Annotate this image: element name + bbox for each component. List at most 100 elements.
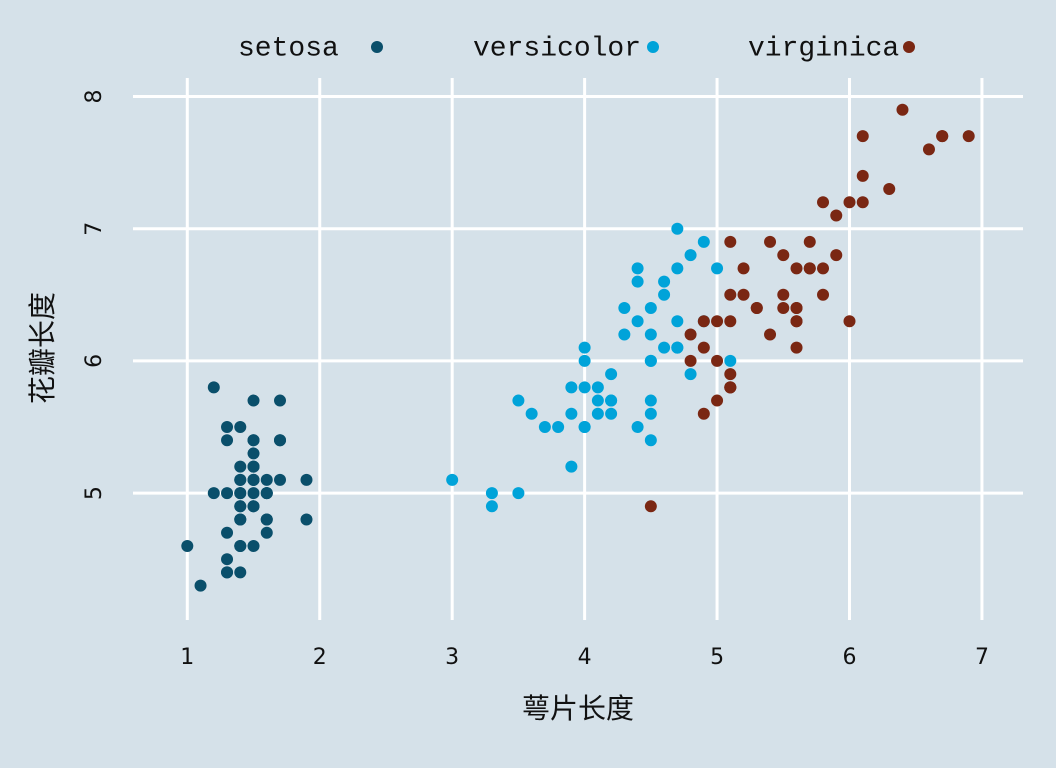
- point: [684, 249, 697, 262]
- point: [618, 328, 631, 341]
- y-tick-label: 6: [82, 354, 107, 368]
- point: [538, 420, 551, 433]
- point: [578, 341, 591, 354]
- point: [936, 130, 949, 143]
- point: [697, 407, 710, 420]
- point: [724, 381, 737, 394]
- point: [578, 381, 591, 394]
- point: [658, 341, 671, 354]
- point: [181, 539, 194, 552]
- legend: setosa versicolor virginica: [238, 33, 915, 64]
- point: [843, 315, 856, 328]
- point: [830, 209, 843, 222]
- x-tick-label: 7: [975, 645, 989, 670]
- point: [658, 275, 671, 288]
- point: [234, 420, 247, 433]
- point: [724, 288, 737, 301]
- point: [512, 487, 525, 500]
- point: [817, 196, 830, 209]
- point: [777, 288, 790, 301]
- point: [962, 130, 975, 143]
- x-tick-label: 2: [313, 645, 327, 670]
- point: [578, 354, 591, 367]
- point: [565, 407, 578, 420]
- point: [843, 196, 856, 209]
- point: [247, 434, 260, 447]
- point: [684, 368, 697, 381]
- point: [234, 500, 247, 513]
- point: [684, 354, 697, 367]
- point: [605, 394, 618, 407]
- x-tick-label: 3: [445, 645, 459, 670]
- point: [711, 262, 724, 275]
- point: [724, 354, 737, 367]
- point: [658, 288, 671, 301]
- point: [803, 262, 816, 275]
- point: [260, 526, 273, 539]
- point: [737, 262, 750, 275]
- point: [485, 487, 498, 500]
- x-axis-label: 萼片长度: [522, 692, 634, 725]
- point: [922, 143, 935, 156]
- point: [234, 487, 247, 500]
- point: [591, 381, 604, 394]
- point: [618, 302, 631, 315]
- point: [274, 394, 287, 407]
- point: [856, 130, 869, 143]
- point: [817, 288, 830, 301]
- point: [830, 249, 843, 262]
- point: [300, 513, 313, 526]
- point: [697, 235, 710, 248]
- point: [631, 262, 644, 275]
- point: [790, 302, 803, 315]
- point: [605, 368, 618, 381]
- point: [764, 328, 777, 341]
- point: [631, 420, 644, 433]
- grid: 1 2 3 4 5 6 7 5 6 7 8: [82, 78, 1023, 670]
- point: [552, 420, 565, 433]
- point: [247, 447, 260, 460]
- point: [671, 222, 684, 235]
- point: [234, 513, 247, 526]
- legend-label: versicolor: [473, 33, 641, 64]
- point: [207, 487, 220, 500]
- point: [644, 302, 657, 315]
- point: [234, 539, 247, 552]
- y-axis-label: 花瓣长度: [26, 292, 59, 404]
- point: [565, 381, 578, 394]
- point: [631, 315, 644, 328]
- point: [644, 500, 657, 513]
- point: [247, 500, 260, 513]
- x-tick-label: 4: [578, 645, 592, 670]
- point: [247, 473, 260, 486]
- point: [446, 473, 459, 486]
- point: [817, 262, 830, 275]
- x-tick-label: 6: [843, 645, 857, 670]
- point: [724, 235, 737, 248]
- point: [234, 460, 247, 473]
- x-tick-label: 5: [710, 645, 724, 670]
- point: [790, 341, 803, 354]
- point: [565, 460, 578, 473]
- point: [234, 566, 247, 579]
- point: [724, 368, 737, 381]
- point: [274, 473, 287, 486]
- point: [631, 275, 644, 288]
- point: [711, 354, 724, 367]
- point: [856, 196, 869, 209]
- point: [194, 579, 207, 592]
- legend-marker: [903, 41, 915, 53]
- point: [856, 169, 869, 182]
- point: [485, 500, 498, 513]
- point: [591, 394, 604, 407]
- point: [525, 407, 538, 420]
- y-tick-label: 5: [82, 486, 107, 500]
- point: [260, 513, 273, 526]
- point: [234, 473, 247, 486]
- point: [883, 183, 896, 196]
- point: [697, 315, 710, 328]
- point: [221, 487, 234, 500]
- points: [181, 103, 975, 592]
- point: [644, 407, 657, 420]
